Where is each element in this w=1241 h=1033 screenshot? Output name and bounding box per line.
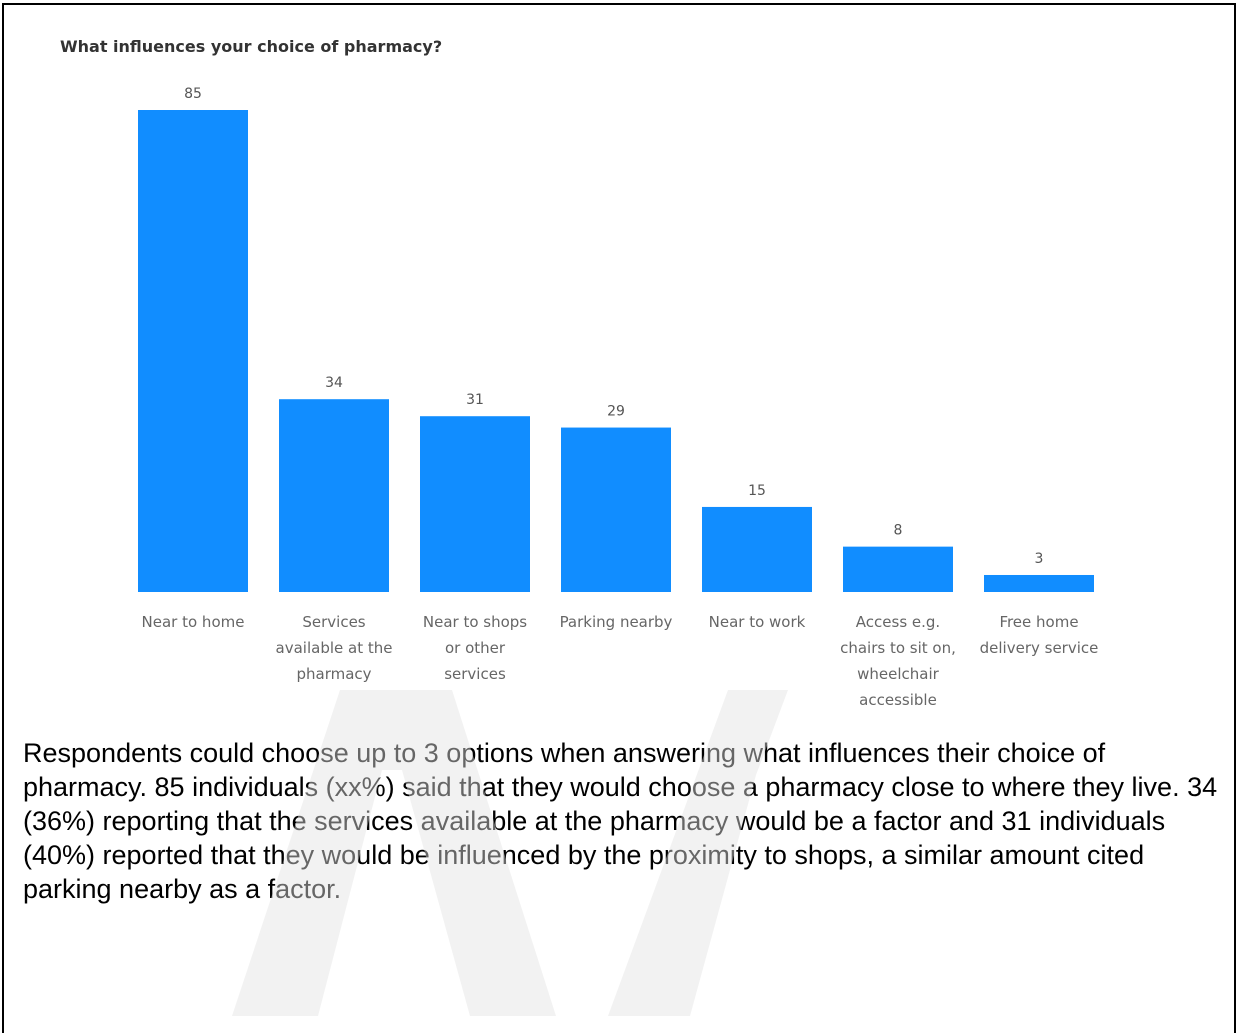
- category-label-2-0: Near to shops: [423, 613, 527, 631]
- bar-6: [984, 574, 1094, 592]
- data-label-1: 34: [325, 375, 343, 391]
- data-label-2: 31: [466, 392, 484, 408]
- bar-3: [561, 427, 671, 592]
- category-label-6-0: Free home: [999, 613, 1078, 631]
- category-label-1-0: Services: [302, 613, 365, 631]
- data-label-5: 8: [894, 523, 903, 539]
- chart-frame: [2, 3, 1236, 1033]
- bar-4: [702, 506, 812, 592]
- category-label-5-1: chairs to sit on,: [840, 639, 956, 657]
- category-label-4-0: Near to work: [709, 613, 806, 631]
- data-label-3: 29: [607, 404, 625, 420]
- category-label-6-1: delivery service: [980, 639, 1099, 657]
- category-label-1-2: pharmacy: [296, 665, 371, 683]
- bar-chart: 85 Near to home 34 Services available at the…: [138, 86, 1099, 709]
- data-label-0: 85: [184, 86, 202, 102]
- data-label-6: 3: [1035, 551, 1044, 567]
- category-label-2-2: services: [444, 665, 506, 683]
- category-label-1-1: available at the: [276, 639, 393, 657]
- caption-text: Respondents could choose up to 3 options…: [23, 738, 1218, 904]
- category-label-5-0: Access e.g.: [856, 613, 940, 631]
- chart-title: What influences your choice of pharmacy?: [60, 37, 443, 56]
- category-label-5-2: wheelchair: [857, 665, 940, 683]
- category-label-3-0: Parking nearby: [560, 613, 673, 631]
- category-label-5-3: accessible: [859, 691, 937, 709]
- category-label-0-0: Near to home: [142, 613, 245, 631]
- bar-2: [420, 416, 530, 592]
- data-label-4: 15: [748, 483, 766, 499]
- bar-1: [279, 399, 389, 592]
- category-label-2-1: or other: [445, 639, 506, 657]
- bar-0: [138, 110, 248, 592]
- bar-5: [843, 546, 953, 592]
